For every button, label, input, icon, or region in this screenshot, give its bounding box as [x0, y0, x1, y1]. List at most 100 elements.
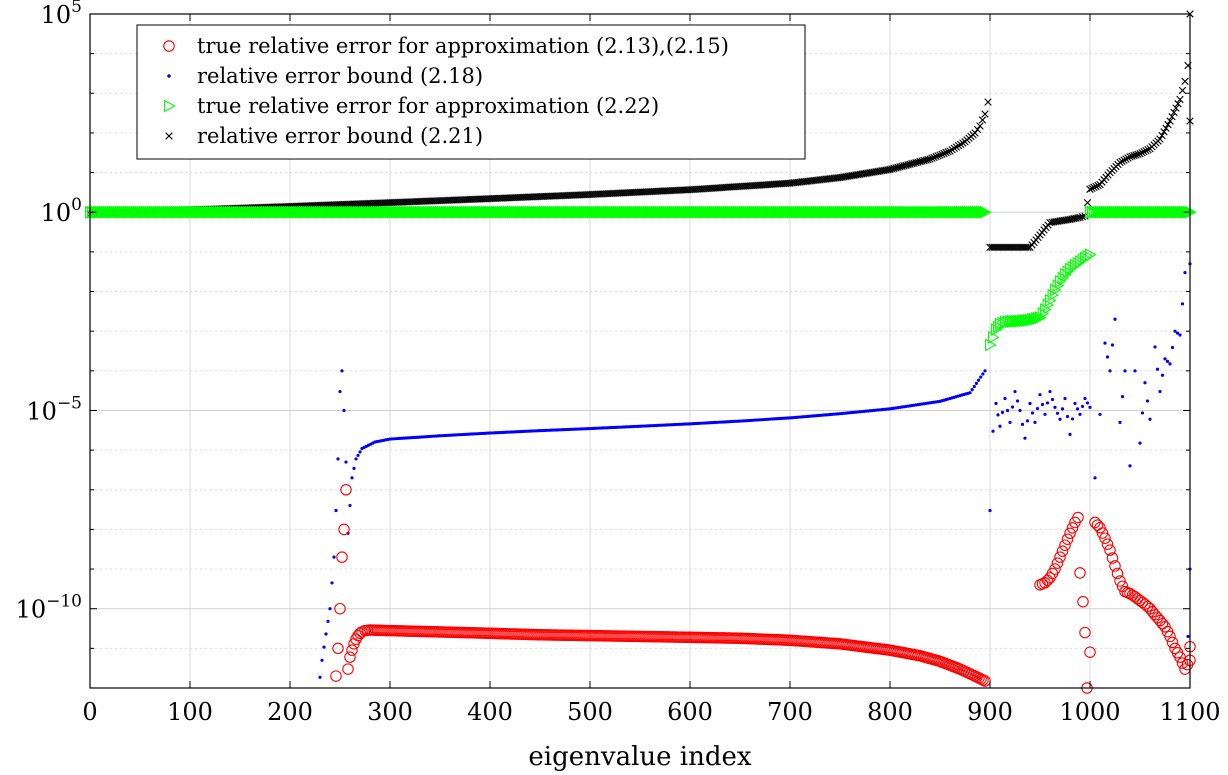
series-2-point [505, 205, 517, 219]
series-2-point [333, 205, 345, 219]
series-2-point [1177, 205, 1189, 219]
series-2-point [1017, 314, 1029, 328]
series-1-point [1030, 411, 1035, 415]
series-2-point [769, 205, 781, 219]
series-2-point [277, 205, 289, 219]
series-2-point [683, 205, 695, 219]
series-2-point [1155, 205, 1167, 219]
series-2-point [357, 205, 369, 219]
series-2-point [483, 205, 495, 219]
series-3-point [1124, 154, 1132, 162]
series-2-point [743, 205, 755, 219]
series-2-point [131, 205, 143, 219]
series-0-point [1104, 544, 1116, 556]
series-0-point [1111, 567, 1124, 580]
series-2-point [709, 205, 721, 219]
series-2-point [303, 205, 315, 219]
y-tick-label: 100 [41, 195, 82, 227]
series-3-point [946, 147, 954, 155]
series-2-point [257, 205, 269, 219]
series-2-point [845, 205, 857, 219]
series-2-point [1143, 205, 1155, 219]
series-2-point [421, 205, 433, 219]
series-2-point [393, 205, 405, 219]
series-0-point [1099, 532, 1111, 544]
series-2-point [751, 205, 763, 219]
series-2-point [729, 205, 741, 219]
series-1-point [1070, 417, 1075, 421]
series-2-point [305, 205, 317, 219]
data-marks [85, 10, 1197, 694]
series-2-point [929, 205, 942, 219]
series-2-point [671, 205, 683, 219]
series-1-point [1165, 359, 1170, 363]
series-2-point [587, 205, 599, 219]
series-2-point [739, 205, 751, 219]
series-0-point [340, 484, 352, 496]
series-3-point [934, 152, 942, 160]
series-2-point [183, 205, 195, 219]
series-2-point [509, 205, 521, 219]
series-2-point [487, 205, 499, 219]
series-2-point [523, 205, 535, 219]
series-2-point [1133, 205, 1145, 219]
legend-entry-2: true relative error for approximation (2… [197, 94, 659, 118]
series-2-point [235, 205, 247, 219]
series-0-point [1166, 636, 1179, 649]
series-1-point [1065, 414, 1070, 419]
series-2-point [957, 205, 970, 219]
series-1-point [1053, 405, 1057, 409]
series-2-point [741, 205, 753, 219]
series-3-point [1176, 95, 1184, 104]
series-2-point [753, 205, 765, 219]
series-2-point [833, 205, 845, 219]
series-1-point [983, 369, 987, 373]
series-2-point [507, 205, 519, 219]
series-2-point [489, 205, 501, 219]
series-2-point [149, 205, 161, 219]
series-2-point [971, 205, 984, 219]
series-1-point [1063, 396, 1067, 401]
series-2-point [375, 205, 387, 219]
series-2-point [517, 205, 529, 219]
series-2-point [747, 205, 759, 219]
series-2-point [267, 205, 279, 219]
series-2-point [105, 205, 117, 219]
series-2-point [965, 205, 978, 219]
series-2-point [1009, 314, 1021, 328]
series-2-point [537, 205, 549, 219]
series-2-point [469, 205, 481, 219]
series-1-point [1180, 302, 1185, 306]
series-2-point [893, 205, 905, 219]
series-1-point [1055, 411, 1060, 415]
series-2-point [297, 205, 309, 219]
series-2-point [555, 205, 567, 219]
series-1-point [318, 675, 322, 679]
series-2-point [499, 205, 511, 219]
series-2-point [1093, 205, 1105, 219]
series-1-point [979, 375, 983, 379]
series-2-point [519, 205, 531, 219]
series-3-point [1126, 153, 1134, 161]
series-1-point [1163, 357, 1167, 361]
series-2-point [1145, 205, 1157, 219]
series-2-point [1123, 205, 1135, 219]
series-2-point [935, 205, 948, 219]
series-2-point [641, 205, 653, 219]
series-2-point [827, 205, 839, 219]
series-2-point [147, 205, 159, 219]
series-2-point [795, 205, 807, 219]
axis-ticks [89, 13, 1191, 689]
series-2-point [785, 205, 797, 219]
series-1-point [1008, 420, 1012, 425]
series-1-point [1010, 405, 1015, 409]
series-2-point [1129, 205, 1141, 219]
legend-entry-0: true relative error for approximation (2… [197, 34, 729, 58]
series-2-point [275, 205, 287, 219]
series-1-point [1033, 420, 1037, 425]
series-2-point [547, 205, 559, 219]
series-3-point [930, 153, 938, 162]
series-2-point [313, 205, 325, 219]
series-2-point [435, 205, 447, 219]
series-2-point [123, 205, 135, 219]
